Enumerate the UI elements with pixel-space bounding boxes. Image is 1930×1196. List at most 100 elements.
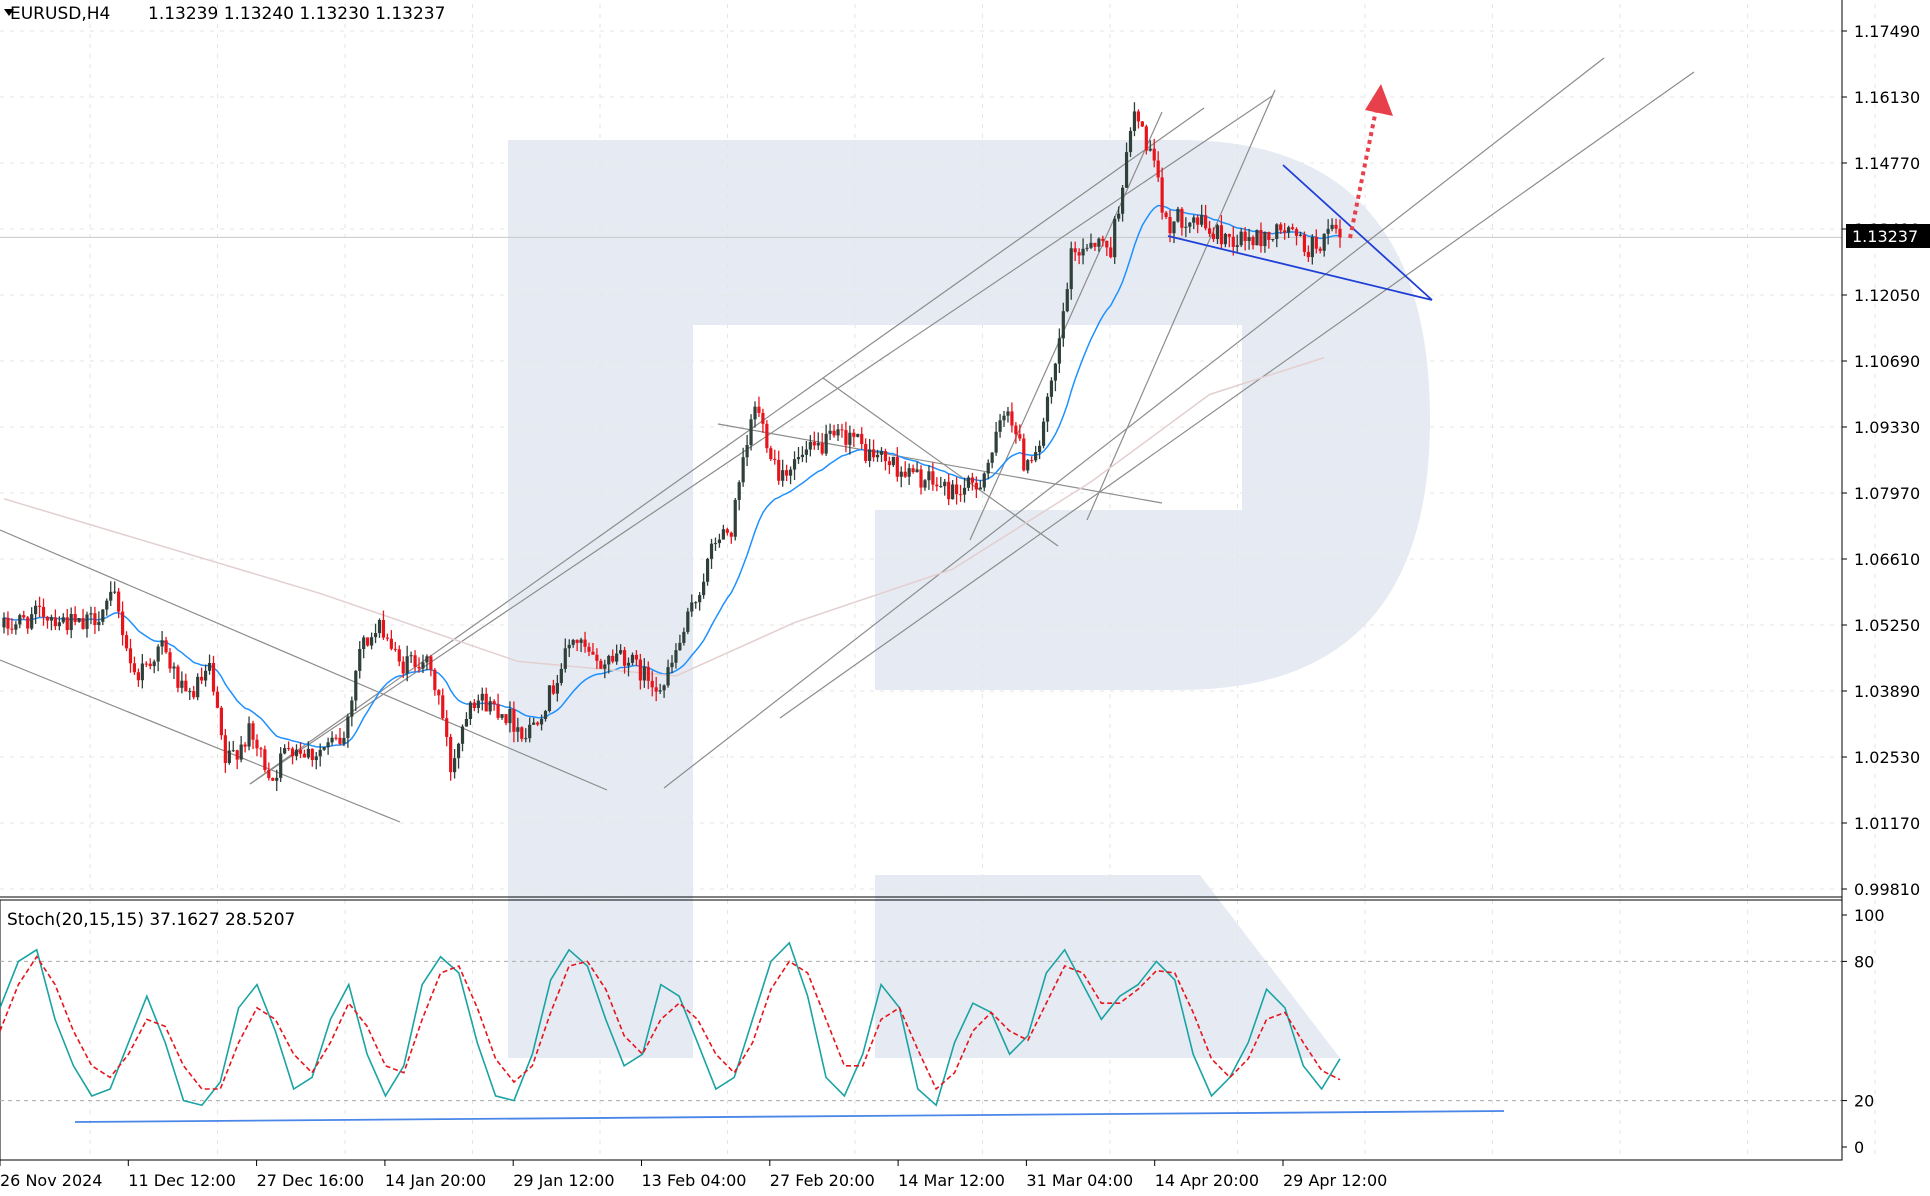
candle-body-277	[1097, 238, 1101, 247]
candle-body-17	[69, 614, 73, 631]
candle-body-248	[982, 473, 986, 488]
candle-body-74	[294, 749, 299, 757]
candle-body-33	[132, 663, 137, 673]
candle-body-143	[567, 644, 571, 649]
candle-body-303	[1200, 215, 1204, 225]
candle-body-178	[705, 558, 710, 582]
candle-body-226	[895, 456, 899, 477]
candle-body-267	[1057, 338, 1061, 364]
candle-body-47	[188, 691, 192, 693]
candle-body-93	[369, 637, 374, 646]
menu-triangle-icon	[4, 9, 14, 16]
candle-body-92	[366, 637, 370, 646]
candle-body-279	[1105, 240, 1109, 248]
x-tick-label-0: 26 Nov 2024	[0, 1171, 102, 1190]
candle-body-52	[207, 663, 212, 671]
candle-body-271	[1073, 248, 1077, 253]
candle-body-125	[496, 704, 500, 718]
candle-body-225	[891, 456, 895, 466]
candle-body-79	[314, 756, 318, 761]
candle-body-243	[962, 487, 967, 495]
candle-body-75	[298, 749, 303, 754]
candle-body-145	[575, 639, 579, 643]
candle-body-122	[484, 693, 488, 712]
candle-body-127	[504, 714, 508, 724]
stoch-main-line	[0, 941, 1341, 1107]
candle-body-107	[425, 656, 429, 663]
candle-body-43	[172, 666, 176, 669]
candle-body-268	[1061, 311, 1065, 339]
candle-body-296	[1172, 221, 1176, 234]
price-badge: 1.13237	[1852, 227, 1918, 246]
candle-body-134	[532, 722, 536, 725]
candle-body-184	[729, 532, 733, 537]
y-tick-label-0: 1.17490	[1854, 22, 1920, 41]
candle-body-11	[45, 616, 50, 621]
y-tick-label-6: 1.09330	[1854, 418, 1920, 437]
y-tick-label-5: 1.10690	[1854, 352, 1920, 371]
candle-body-82	[326, 742, 330, 748]
stochastic-label: Stoch(20,15,15) 37.1627 28.5207	[7, 910, 295, 930]
triangle-upper-line	[1282, 164, 1433, 301]
candle-body-10	[41, 606, 46, 617]
candle-body-28	[113, 591, 117, 593]
y-tick-label-4: 1.12050	[1854, 286, 1920, 305]
candle-body-1	[6, 617, 10, 629]
candle-body-217	[860, 433, 864, 445]
candle-body-137	[543, 710, 548, 719]
candle-body-214	[848, 432, 852, 445]
candle-body-119	[472, 702, 476, 709]
candle-body-40	[160, 640, 164, 647]
x-tick-label-4: 29 Jan 12:00	[513, 1171, 614, 1190]
candle-body-108	[429, 656, 433, 670]
channel-5-right	[1086, 89, 1276, 521]
candle-body-167	[662, 685, 666, 691]
candle-body-32	[128, 648, 133, 664]
candle-body-338	[1338, 228, 1342, 238]
candle-body-212	[840, 429, 844, 431]
candle-body-72	[286, 748, 291, 750]
candle-body-298	[1180, 208, 1184, 228]
candle-body-331	[1310, 236, 1314, 258]
candle-body-41	[164, 640, 168, 653]
candle-body-173	[686, 611, 690, 632]
candle-body-199	[788, 469, 793, 476]
candle-body-329	[1302, 234, 1307, 252]
candle-body-223	[883, 451, 888, 462]
watermark-logo	[508, 140, 1430, 1058]
candle-body-16	[65, 617, 69, 631]
x-tick-label-9: 14 Apr 20:00	[1155, 1171, 1259, 1190]
candle-body-76	[302, 753, 307, 758]
candle-body-19	[77, 618, 81, 622]
candle-body-246	[974, 482, 978, 490]
candle-body-80	[318, 749, 322, 757]
candle-body-148	[587, 646, 591, 652]
candle-body-36	[144, 663, 148, 665]
candle-body-224	[887, 461, 891, 466]
candle-body-206	[816, 442, 820, 446]
candle-body-146	[579, 639, 583, 643]
candle-body-233	[923, 480, 927, 488]
candle-body-110	[437, 690, 441, 696]
candle-body-200	[792, 459, 797, 470]
candle-body-13	[53, 617, 57, 627]
candle-body-188	[745, 444, 749, 458]
arrow-head	[1365, 84, 1393, 116]
channel-3-upper	[663, 57, 1605, 789]
candle-body-116	[460, 726, 465, 744]
candle-body-42	[168, 652, 172, 669]
candle-body-276	[1093, 242, 1097, 247]
candle-body-308	[1219, 225, 1224, 245]
candle-body-300	[1188, 222, 1192, 227]
candle-body-49	[196, 676, 200, 698]
candle-body-118	[468, 702, 473, 719]
candle-body-240	[951, 484, 955, 500]
candle-body-318	[1259, 230, 1263, 247]
candle-body-189	[749, 419, 753, 445]
candle-body-215	[852, 432, 856, 437]
channel-4-lower	[822, 377, 1059, 547]
candle-body-168	[666, 667, 670, 686]
candle-body-263	[1041, 421, 1046, 446]
candle-body-136	[539, 718, 544, 725]
